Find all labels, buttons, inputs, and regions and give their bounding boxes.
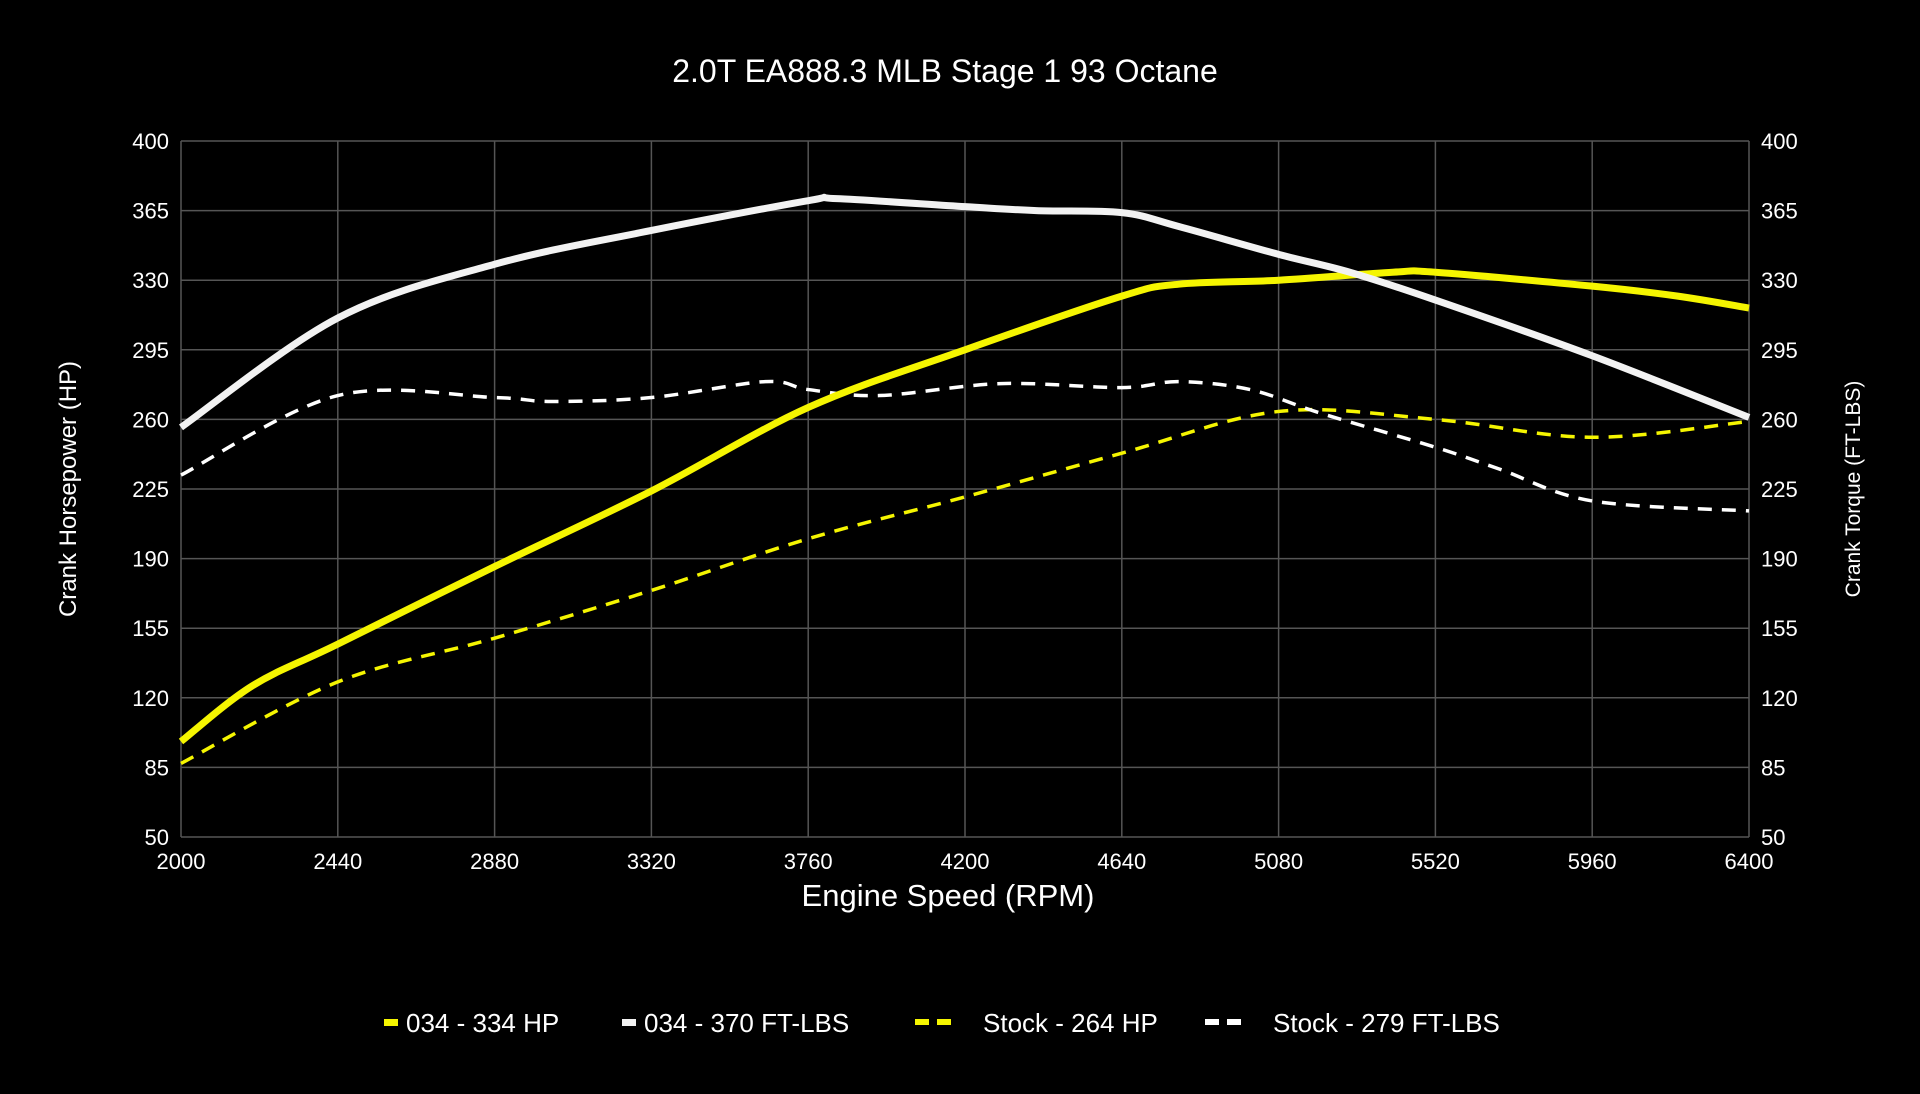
x-tick-label: 4640 [1097, 849, 1146, 874]
y-tick-label-right: 155 [1761, 616, 1798, 641]
y-tick-label-left: 155 [132, 616, 169, 641]
x-tick-label: 6400 [1725, 849, 1774, 874]
x-tick-label: 5080 [1254, 849, 1303, 874]
tick-labels: 2000 2440 2880 3320 3760 4200 4640 5080 5520 5960… [132, 129, 1797, 874]
x-axis-label: Engine Speed (RPM) [802, 878, 1095, 913]
legend-swatch [937, 1019, 951, 1025]
legend: 034 - 334 HP 034 - 370 FT-LBS Stock - 264 … [384, 1008, 1500, 1038]
series-line-1 [178, 193, 1751, 431]
chart-title: 2.0T EA888.3 MLB Stage 1 93 Octane [672, 53, 1218, 89]
y-tick-label-left: 50 [145, 825, 169, 850]
series-line-3 [180, 379, 1750, 513]
y-tick-label-right: 85 [1761, 755, 1785, 780]
grid [180, 140, 1750, 838]
y-tick-label-right: 50 [1761, 825, 1785, 850]
y-tick-label-left: 260 [132, 407, 169, 432]
x-tick-label: 2880 [470, 849, 519, 874]
legend-label: 034 - 370 FT-LBS [644, 1008, 849, 1038]
x-tick-label: 2440 [313, 849, 362, 874]
legend-swatch [384, 1019, 398, 1026]
x-tick-label: 5960 [1568, 849, 1617, 874]
y-tick-label-left: 400 [132, 129, 169, 154]
series-lines [178, 193, 1751, 765]
x-tick-label: 2000 [157, 849, 206, 874]
y-tick-label-right: 400 [1761, 129, 1798, 154]
legend-swatch [1227, 1019, 1241, 1025]
legend-label: 034 - 334 HP [406, 1008, 559, 1038]
x-tick-label: 3320 [627, 849, 676, 874]
y-tick-label-right: 190 [1761, 547, 1798, 572]
legend-swatch [622, 1019, 636, 1026]
legend-swatch [1205, 1019, 1219, 1025]
y-tick-label-left: 330 [132, 268, 169, 293]
y-tick-label-left: 225 [132, 477, 169, 502]
y-tick-label-left: 120 [132, 686, 169, 711]
y-tick-label-left: 295 [132, 338, 169, 363]
x-tick-label: 5520 [1411, 849, 1460, 874]
series-line-0 [178, 267, 1750, 745]
legend-label: Stock - 279 FT-LBS [1273, 1008, 1500, 1038]
y-axis-label-right: Crank Torque (FT-LBS) [1842, 381, 1865, 598]
y-tick-label-left: 190 [132, 547, 169, 572]
y-tick-label-left: 365 [132, 199, 169, 224]
y-tick-label-right: 365 [1761, 199, 1798, 224]
y-tick-label-right: 120 [1761, 686, 1798, 711]
y-tick-label-right: 260 [1761, 407, 1798, 432]
x-tick-label: 4200 [941, 849, 990, 874]
y-tick-label-left: 85 [145, 755, 169, 780]
y-tick-label-right: 295 [1761, 338, 1798, 363]
y-axis-label-left: Crank Horsepower (HP) [55, 361, 82, 617]
legend-swatch [915, 1019, 929, 1025]
y-tick-label-right: 330 [1761, 268, 1798, 293]
legend-label: Stock - 264 HP [983, 1008, 1158, 1038]
x-tick-label: 3760 [784, 849, 833, 874]
y-tick-label-right: 225 [1761, 477, 1798, 502]
